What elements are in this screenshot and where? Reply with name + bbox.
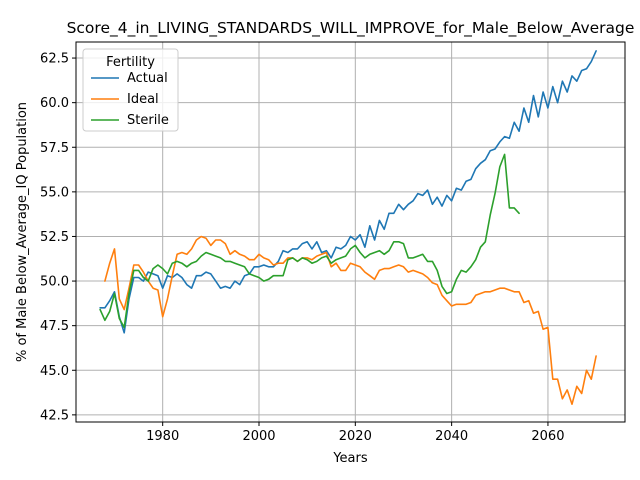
legend: Fertility Actual Ideal Sterile xyxy=(82,48,179,132)
x-tick-label: 2000 xyxy=(242,429,275,444)
series-lines xyxy=(99,50,597,406)
chart-title: Score_4_in_LIVING_STANDARDS_WILL_IMPROVE… xyxy=(67,19,635,38)
series-line-sterile xyxy=(99,153,520,329)
y-tick-label: 47.5 xyxy=(40,319,69,334)
y-tick-label: 45.0 xyxy=(40,364,69,379)
y-tick-label: 52.5 xyxy=(40,230,69,245)
legend-label-ideal: Ideal xyxy=(127,92,159,107)
x-tick-label: 2020 xyxy=(339,429,372,444)
legend-items: Actual Ideal Sterile xyxy=(91,71,169,128)
y-tick-label: 42.5 xyxy=(40,408,69,423)
x-tick-label: 2060 xyxy=(531,429,564,444)
x-tick-label: 2040 xyxy=(435,429,468,444)
y-axis-label: % of Male Below_Average_IQ Population xyxy=(15,102,30,362)
y-tick-label: 60.0 xyxy=(40,96,69,111)
legend-label-actual: Actual xyxy=(127,71,168,86)
x-axis-label: Years xyxy=(332,451,368,466)
y-axis-ticks: 42.5 45.0 47.5 50.0 52.5 55.0 57.5 60.0 62.5 xyxy=(40,52,76,423)
plot-frame xyxy=(75,41,626,423)
y-tick-label: 50.0 xyxy=(40,275,69,290)
y-tick-label: 62.5 xyxy=(40,52,69,67)
legend-label-sterile: Sterile xyxy=(127,113,169,128)
legend-box xyxy=(82,48,179,132)
series-line-actual xyxy=(99,50,597,334)
y-tick-label: 57.5 xyxy=(40,141,69,156)
x-axis-ticks: 1980 2000 2020 2040 2060 xyxy=(146,422,564,444)
legend-title: Fertility xyxy=(106,55,155,70)
y-tick-label: 55.0 xyxy=(40,185,69,200)
series-line-ideal xyxy=(104,235,597,406)
x-tick-label: 1980 xyxy=(146,429,179,444)
